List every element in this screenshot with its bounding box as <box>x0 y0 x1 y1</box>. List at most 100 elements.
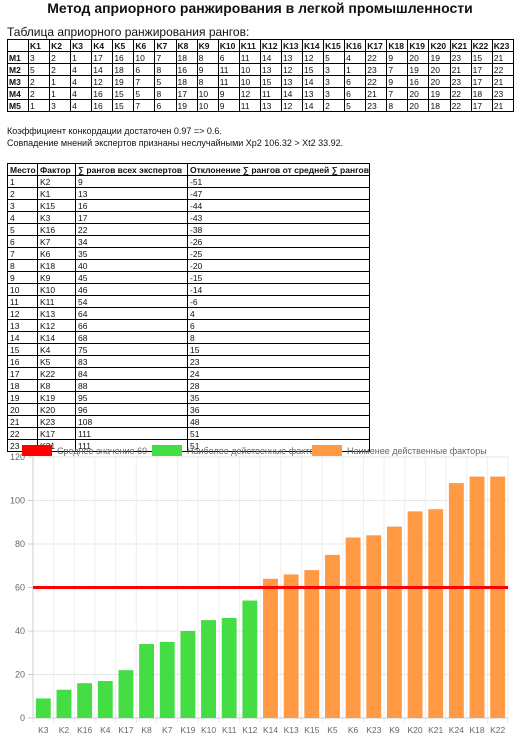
rank-column-header: ∑ рангов всех экспертов <box>75 163 188 176</box>
matrix-row-label: M5 <box>7 99 29 112</box>
ranking-matrix-table: K1 K2 K3 K4 K5 K6 K7 K8 K9 K10 K11 K12 K13 K14 K15 K16 K… <box>7 39 515 112</box>
rank-cell: 2 <box>7 187 38 200</box>
rank-cell: 6 <box>7 235 38 248</box>
rank-row: 13 K12 66 6 <box>7 319 370 332</box>
rank-cell: 4 <box>7 211 38 224</box>
matrix-cell: 11 <box>259 87 282 100</box>
rank-cell: 22 <box>7 427 38 440</box>
matrix-cell: 14 <box>302 99 325 112</box>
matrix-cell: 5 <box>27 63 51 76</box>
rank-row: 14 K14 68 8 <box>7 331 370 344</box>
matrix-cell: 20 <box>428 75 451 88</box>
matrix-cell: 18 <box>470 87 493 100</box>
matrix-column-header: K15 <box>323 39 346 52</box>
matrix-cell: 10 <box>196 99 219 112</box>
matrix-cell: 8 <box>154 87 177 100</box>
matrix-cell: 16 <box>91 87 114 100</box>
matrix-cell: 3 <box>49 99 72 112</box>
matrix-cell: 4 <box>70 87 93 100</box>
rank-cell: 84 <box>75 367 188 380</box>
matrix-cell: 11 <box>238 99 261 112</box>
matrix-cell: 11 <box>238 51 261 64</box>
rank-cell: 20 <box>7 403 38 416</box>
bar <box>283 574 299 718</box>
y-tick-label: 120 <box>10 452 25 462</box>
rank-cell: -25 <box>187 247 370 260</box>
matrix-column-header: K13 <box>280 39 304 52</box>
x-tick-label: K9 <box>389 725 400 735</box>
matrix-row: M1 3 2 1 17 16 10 7 18 8 6 11 14 13 12 5 4 22 9 20 19 23 15 21 <box>7 51 515 64</box>
matrix-cell: 23 <box>365 99 388 112</box>
matrix-cell: 11 <box>217 75 240 88</box>
rank-row: 5 K16 22 -38 <box>7 223 370 236</box>
matrix-cell: 22 <box>365 75 388 88</box>
rank-cell: 23 <box>187 355 370 368</box>
matrix-cell: 6 <box>154 99 177 112</box>
bar <box>428 509 444 718</box>
rank-row: 21 K23 108 48 <box>7 415 370 428</box>
matrix-cell: 3 <box>323 75 346 88</box>
rank-sum-bar-chart: Среднее значение 60 Наиболее действенные … <box>10 445 509 735</box>
rank-cell: K10 <box>37 283 76 296</box>
legend-swatch <box>22 445 52 456</box>
rank-row: 20 K20 96 36 <box>7 403 370 416</box>
matrix-cell: 12 <box>238 87 261 100</box>
matrix-column-header: K19 <box>407 39 430 52</box>
matrix-cell: 23 <box>491 87 515 100</box>
agreement-note: Совпадение мнений экспертов признаны нес… <box>7 138 344 148</box>
rank-row: 11 K11 54 -6 <box>7 295 370 308</box>
rank-cell: -43 <box>187 211 370 224</box>
matrix-cell: 23 <box>365 63 388 76</box>
rank-column-header: Место <box>7 163 38 176</box>
rank-cell: K14 <box>37 331 76 344</box>
rank-cell: 14 <box>7 331 38 344</box>
matrix-column-header: K23 <box>491 39 515 52</box>
y-tick-label: 40 <box>15 626 25 636</box>
rank-column-header: Отклонение ∑ рангов от средней ∑ рангов <box>187 163 370 176</box>
matrix-cell: 7 <box>154 51 177 64</box>
rank-row: 19 K19 95 35 <box>7 391 370 404</box>
x-tick-label: K24 <box>449 725 464 735</box>
rank-cell: 5 <box>7 223 38 236</box>
matrix-cell: 16 <box>175 63 198 76</box>
matrix-column-header: K9 <box>196 39 219 52</box>
bar <box>304 570 320 718</box>
x-tick-label: K17 <box>118 725 133 735</box>
concordance-note: Коэффициент конкордации достаточен 0.97 … <box>7 126 222 136</box>
matrix-cell: 22 <box>449 87 472 100</box>
matrix-column-header: K14 <box>302 39 325 52</box>
x-tick-label: K14 <box>263 725 278 735</box>
rank-cell: K2 <box>37 175 76 188</box>
rank-cell: 17 <box>75 211 188 224</box>
rank-cell: K7 <box>37 235 76 248</box>
rank-cell: 96 <box>75 403 188 416</box>
matrix-cell: 20 <box>428 63 451 76</box>
rank-cell: K4 <box>37 343 76 356</box>
rank-row: 7 K6 35 -25 <box>7 247 370 260</box>
rank-cell: 4 <box>187 307 370 320</box>
rank-cell: 111 <box>75 427 188 440</box>
x-tick-label: K15 <box>304 725 319 735</box>
matrix-cell: 2 <box>27 75 51 88</box>
matrix-cell: 14 <box>280 87 304 100</box>
matrix-cell: 16 <box>91 99 114 112</box>
notes: Коэффициент конкордации достаточен 0.97 … <box>7 125 343 149</box>
rank-cell: 13 <box>75 187 188 200</box>
x-tick-label: K4 <box>100 725 111 735</box>
matrix-cell: 15 <box>302 63 325 76</box>
matrix-column-header: K8 <box>175 39 198 52</box>
x-tick-label: K8 <box>141 725 152 735</box>
matrix-cell: 21 <box>365 87 388 100</box>
x-tick-label: K10 <box>201 725 216 735</box>
bar <box>325 554 340 718</box>
matrix-cell: 12 <box>280 63 304 76</box>
rank-cell: 64 <box>75 307 188 320</box>
matrix-cell: 18 <box>175 51 198 64</box>
rank-row: 22 K17 111 51 <box>7 427 370 440</box>
bar <box>201 620 216 718</box>
matrix-cell: 19 <box>407 63 430 76</box>
matrix-column-header: K10 <box>217 39 240 52</box>
rank-cell: 7 <box>7 247 38 260</box>
matrix-cell: 3 <box>27 51 51 64</box>
matrix-cell: 6 <box>344 87 367 100</box>
